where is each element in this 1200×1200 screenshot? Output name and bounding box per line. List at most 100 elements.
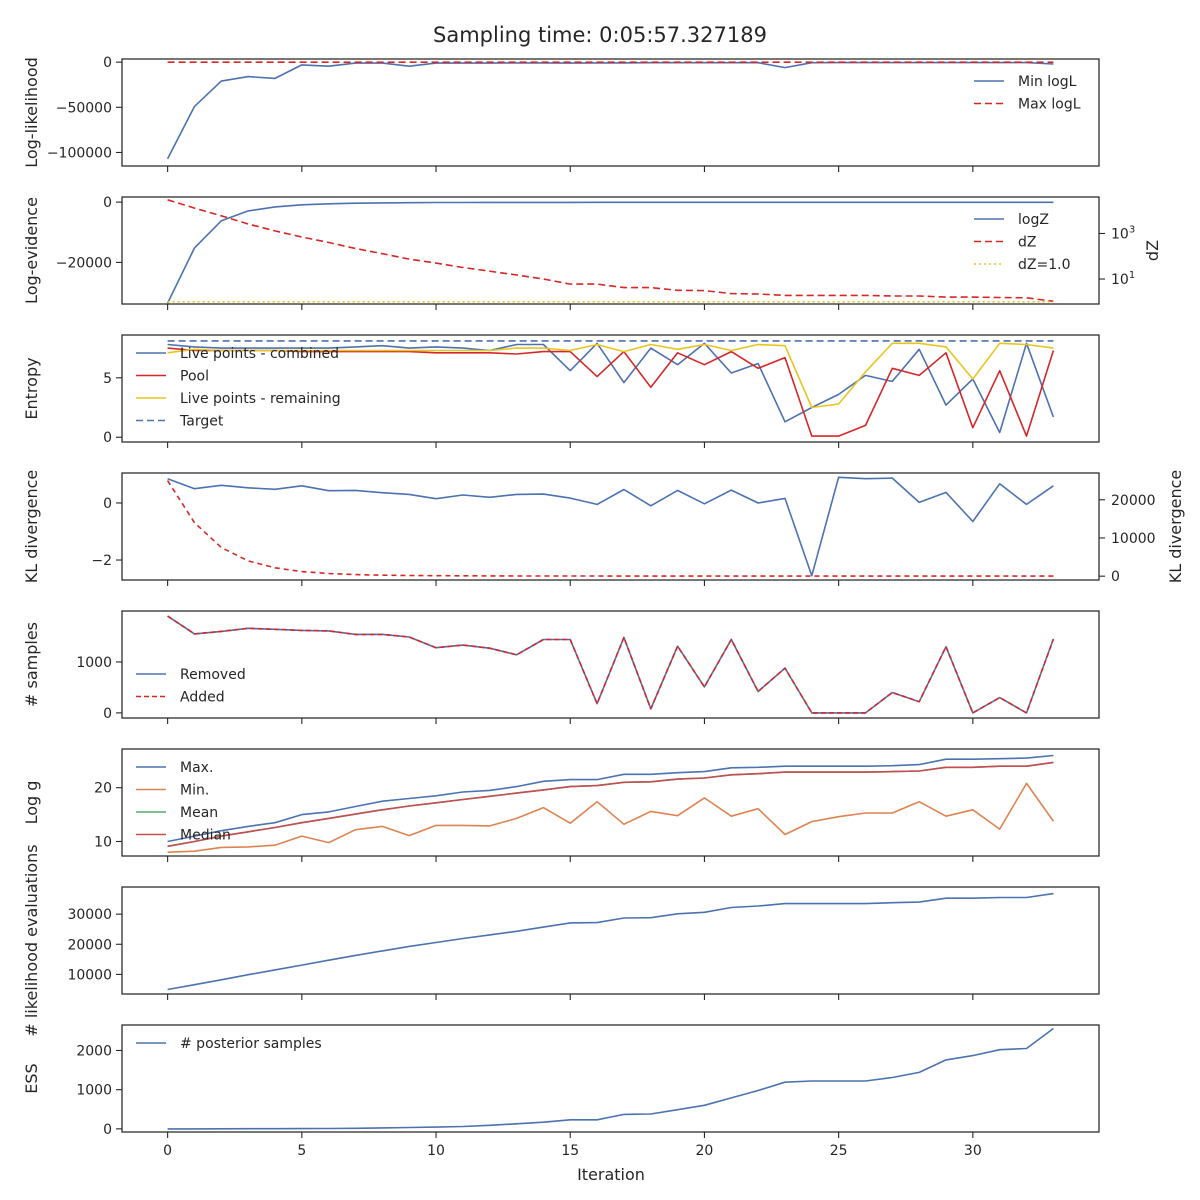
plot-frame — [121, 196, 1100, 305]
y2-tick-exponent: 3 — [1129, 224, 1135, 235]
subplot-5: 1000 0 # samples Removed Added — [22, 610, 1100, 724]
legend-label: Added — [180, 690, 225, 706]
legend: # posterior samples — [136, 1036, 322, 1052]
y-tick-label: 0 — [103, 55, 112, 71]
y2-tick-label: 103 — [1111, 224, 1135, 242]
series-line-live-points-combined — [167, 342, 1055, 434]
legend-label: Max logL — [1018, 97, 1081, 113]
series-line-series-2 — [166, 480, 1054, 577]
legend-label: Min. — [180, 783, 209, 799]
series-line-min-logl — [166, 61, 1054, 160]
y2-tick-base: 10 — [1111, 226, 1129, 242]
x-tick-label: 15 — [561, 1143, 579, 1159]
legend: Min logL Max logL — [974, 74, 1081, 113]
y2-tick-label: 10000 — [1111, 531, 1156, 547]
y-tick-label: 0 — [103, 496, 112, 512]
series-line-logz — [166, 201, 1054, 304]
x-tick-label: 25 — [830, 1143, 848, 1159]
y-tick-label: −100000 — [47, 145, 112, 161]
legend-label: Removed — [180, 667, 246, 683]
y-axis-label: Log-evidence — [22, 197, 41, 304]
legend-label: Min logL — [1018, 74, 1077, 90]
y2-tick-base: 10 — [1111, 272, 1129, 288]
x-tick-label: 10 — [427, 1143, 445, 1159]
plot-frame — [121, 886, 1100, 995]
y-tick-label: −20000 — [56, 255, 112, 271]
x-tick-label: 0 — [163, 1143, 172, 1159]
y-tick-label: 0 — [103, 706, 112, 722]
legend: logZ dZ dZ=1.0 — [974, 212, 1070, 273]
series-line-posterior-samples — [167, 1027, 1054, 1130]
series-line-dz — [167, 199, 1054, 303]
y2-tick-exponent: 1 — [1129, 270, 1135, 281]
y-axis-label: Entropy — [22, 357, 41, 419]
subplot-6: 20 10 Log g Max. Min. Mean Median — [22, 748, 1100, 862]
y-tick-label: 10000 — [67, 967, 112, 983]
y-axis-label: ESS — [22, 1063, 41, 1093]
legend-label: # posterior samples — [180, 1036, 322, 1052]
y-tick-label: −2 — [91, 553, 112, 569]
y-tick-label: 30000 — [67, 907, 112, 923]
plot-frame — [121, 334, 1100, 443]
y-axis-label: # samples — [22, 622, 41, 707]
x-axis-label: Iteration — [577, 1165, 645, 1184]
y-tick-label: 0 — [103, 195, 112, 211]
series-line-pool — [167, 347, 1055, 437]
series-line-max — [167, 754, 1054, 843]
series-line-live-points-remaining — [167, 342, 1054, 409]
y-tick-label: 1000 — [76, 655, 112, 671]
y-axis-label: Log-likelihood — [22, 57, 41, 168]
y-tick-label: 0 — [103, 1122, 112, 1138]
y-tick-label: 0 — [103, 430, 112, 446]
y2-tick-label: 0 — [1111, 569, 1120, 585]
x-tick-label: 5 — [297, 1143, 306, 1159]
legend-label: Median — [180, 828, 231, 844]
series-line-series-1 — [167, 892, 1054, 991]
subplots: 0 −50000 −100000 Log-likelihood Min logL Max … — [22, 55, 1185, 1159]
legend-label: Live points - combined — [180, 346, 339, 362]
series-line-median — [167, 761, 1054, 848]
y2-axis-label: dZ — [1143, 240, 1162, 261]
subplot-8: 0 5 10 15 20 25 30 2000 1000 0 ESS # posterior samp… — [22, 1024, 1100, 1159]
legend-label: Mean — [180, 805, 218, 821]
x-tick-label: 20 — [696, 1143, 714, 1159]
plot-frame — [121, 610, 1100, 719]
y-tick-label: 5 — [103, 371, 112, 387]
y-tick-label: 2000 — [76, 1043, 112, 1059]
y2-axis-label: KL divergence — [1166, 470, 1185, 583]
y-axis-label: KL divergence — [22, 470, 41, 583]
legend-label: Target — [179, 414, 224, 430]
legend: Max. Min. Mean Median — [136, 760, 231, 844]
y-tick-label: −50000 — [56, 100, 112, 116]
legend: Removed Added — [136, 667, 246, 706]
y-axis-label: Log g — [22, 781, 41, 825]
series-line-series-1 — [167, 476, 1054, 577]
y2-tick-label: 20000 — [1111, 493, 1156, 509]
subplot-7: 30000 20000 10000 # likelihood evaluations — [22, 844, 1100, 1037]
series-line-added — [167, 615, 1055, 714]
legend-label: Pool — [180, 369, 209, 385]
figure-title: Sampling time: 0:05:57.327189 — [433, 23, 767, 47]
subplot-1: 0 −50000 −100000 Log-likelihood Min logL Max … — [22, 55, 1100, 172]
series-line-min — [167, 782, 1055, 853]
y2-tick-label: 101 — [1111, 270, 1135, 288]
legend-label: Live points - remaining — [180, 391, 341, 407]
x-tick-label: 30 — [964, 1143, 982, 1159]
subplot-4: 0 −2 20000 10000 0 KL divergence KL divergence — [22, 470, 1185, 586]
plot-frame — [121, 472, 1100, 581]
series-line-mean — [167, 761, 1054, 848]
legend: Live points - combined Pool Live points - … — [136, 346, 341, 430]
legend-label: logZ — [1018, 212, 1049, 228]
plot-frame — [121, 748, 1100, 857]
plot-frame — [121, 58, 1100, 167]
y-axis-label: # likelihood evaluations — [22, 844, 41, 1036]
y-tick-label: 10 — [94, 834, 112, 850]
legend-label: dZ — [1018, 235, 1036, 251]
y-tick-label: 20000 — [67, 937, 112, 953]
y-tick-label: 1000 — [76, 1083, 112, 1099]
y-tick-label: 20 — [94, 781, 112, 797]
plot-frame — [121, 1024, 1100, 1133]
